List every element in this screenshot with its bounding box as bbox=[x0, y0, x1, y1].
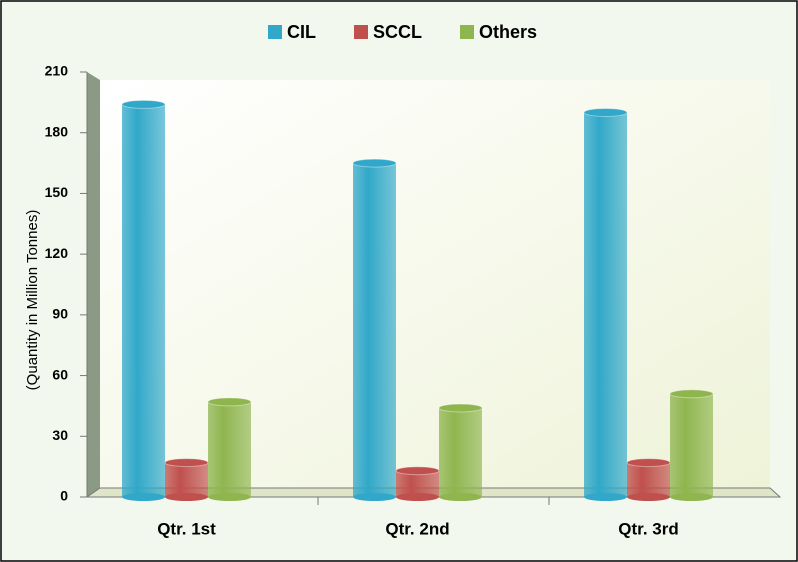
bar bbox=[584, 112, 627, 497]
x-tick-label: Qtr. 1st bbox=[157, 519, 216, 538]
bar-top bbox=[207, 397, 252, 407]
bar-top bbox=[626, 458, 671, 468]
y-tick-label: 180 bbox=[45, 123, 69, 139]
bar bbox=[122, 104, 165, 497]
bar-top bbox=[395, 466, 440, 476]
y-axis-label: (Quantity in Million Tonnes) bbox=[24, 210, 41, 391]
legend-swatch bbox=[268, 25, 282, 39]
legend-swatch bbox=[354, 25, 368, 39]
y-tick-label: 30 bbox=[52, 427, 68, 443]
side-wall bbox=[87, 72, 100, 497]
y-tick-label: 60 bbox=[52, 366, 68, 382]
bar bbox=[165, 462, 208, 497]
bar-top bbox=[438, 403, 483, 413]
y-tick-label: 120 bbox=[45, 245, 69, 261]
legend-label: Others bbox=[479, 22, 537, 42]
bar bbox=[353, 163, 396, 498]
y-tick-label: 150 bbox=[45, 184, 69, 200]
legend-swatch bbox=[460, 25, 474, 39]
bar bbox=[439, 407, 482, 497]
bar bbox=[670, 393, 713, 497]
bar bbox=[208, 401, 251, 497]
bar-top bbox=[583, 107, 628, 117]
back-wall bbox=[100, 80, 770, 488]
bar bbox=[396, 470, 439, 497]
y-tick-label: 0 bbox=[60, 488, 68, 504]
bar-top bbox=[121, 99, 166, 109]
y-tick-label: 90 bbox=[52, 306, 68, 322]
x-tick-label: Qtr. 3rd bbox=[618, 519, 678, 538]
legend-label: CIL bbox=[287, 22, 316, 42]
y-tick-label: 210 bbox=[45, 63, 69, 79]
legend-label: SCCL bbox=[373, 22, 422, 42]
bar-top bbox=[164, 458, 209, 468]
x-tick-label: Qtr. 2nd bbox=[385, 519, 449, 538]
bar bbox=[627, 462, 670, 497]
bar-top bbox=[669, 389, 714, 399]
bar-top bbox=[352, 158, 397, 168]
